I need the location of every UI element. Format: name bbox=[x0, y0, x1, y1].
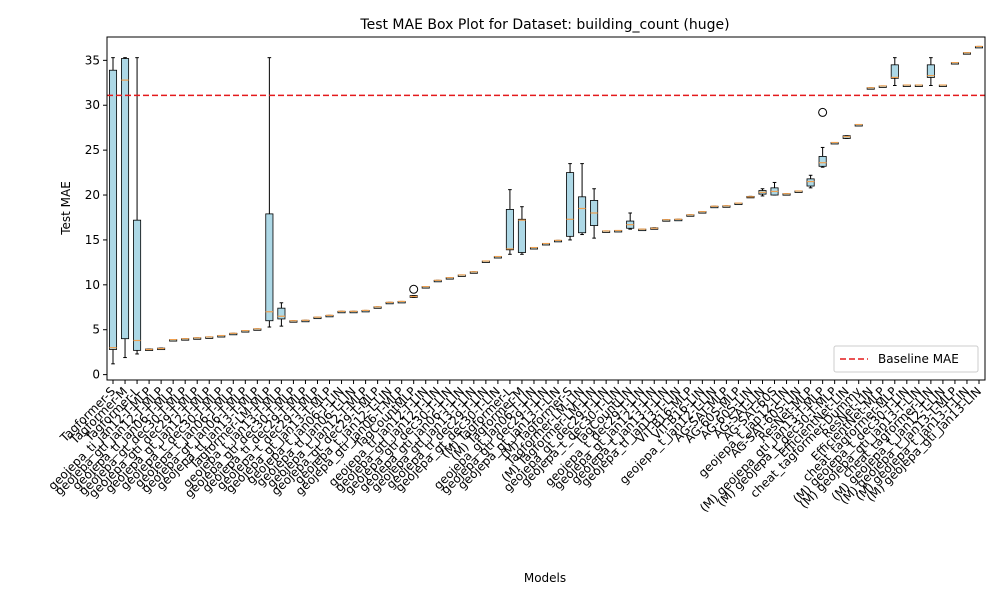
y-axis-label: Test MAE bbox=[59, 181, 73, 236]
y-tick-label: 30 bbox=[85, 98, 100, 112]
chart-title: Test MAE Box Plot for Dataset: building_… bbox=[359, 17, 729, 33]
axes-frame bbox=[106, 36, 986, 381]
y-tick-label: 35 bbox=[85, 53, 100, 67]
box bbox=[121, 58, 130, 340]
y-tick-label: 0 bbox=[92, 368, 100, 382]
box bbox=[578, 196, 587, 234]
legend: Baseline MAE bbox=[833, 345, 979, 373]
box bbox=[818, 156, 827, 167]
box bbox=[265, 213, 274, 322]
box bbox=[890, 64, 899, 79]
legend-frame bbox=[833, 345, 979, 373]
box bbox=[505, 208, 514, 251]
y-tick-label: 20 bbox=[85, 188, 100, 202]
box bbox=[109, 69, 118, 350]
legend-baseline-label: Baseline MAE bbox=[878, 352, 959, 366]
y-tick-label: 25 bbox=[85, 143, 100, 157]
box bbox=[806, 178, 815, 187]
y-tick-label: 10 bbox=[85, 278, 100, 292]
y-tick-label: 5 bbox=[92, 323, 100, 337]
box bbox=[566, 172, 575, 237]
box bbox=[517, 218, 526, 253]
outlier-point bbox=[409, 284, 419, 294]
box bbox=[926, 64, 935, 78]
box bbox=[277, 307, 286, 320]
outlier-point bbox=[818, 107, 828, 117]
x-axis-label: Models bbox=[524, 571, 566, 585]
box bbox=[133, 219, 142, 351]
y-tick-label: 15 bbox=[85, 233, 100, 247]
